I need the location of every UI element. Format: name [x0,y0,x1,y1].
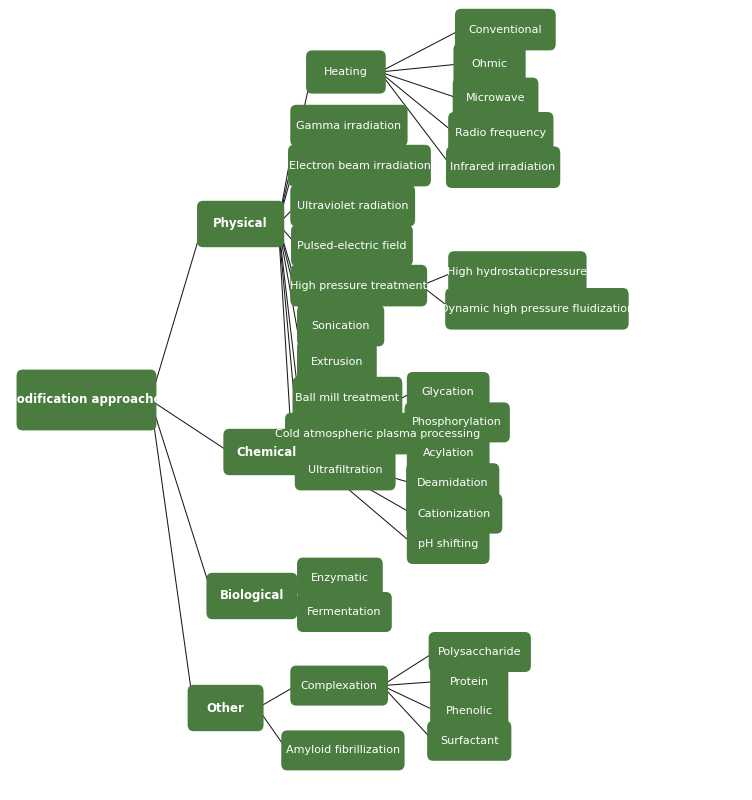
FancyBboxPatch shape [455,9,556,50]
FancyBboxPatch shape [407,372,490,412]
FancyBboxPatch shape [293,377,402,418]
Text: Conventional: Conventional [468,25,542,34]
Text: Phosphorylation: Phosphorylation [412,418,502,427]
Text: Deamidation: Deamidation [417,478,489,488]
FancyBboxPatch shape [197,201,284,247]
FancyBboxPatch shape [297,558,383,598]
FancyBboxPatch shape [206,573,297,619]
Text: Heating: Heating [324,67,368,77]
Text: Physical: Physical [214,218,268,230]
Text: Phenolic: Phenolic [446,706,493,716]
Text: Modification approaches: Modification approaches [5,394,168,406]
FancyBboxPatch shape [407,433,490,473]
Text: Gamma irradiation: Gamma irradiation [296,121,402,130]
FancyBboxPatch shape [430,691,508,731]
FancyBboxPatch shape [288,145,431,186]
Text: pH shifting: pH shifting [418,539,478,549]
FancyBboxPatch shape [290,105,408,146]
Text: Protein: Protein [450,677,489,686]
FancyBboxPatch shape [281,730,405,770]
Text: Fermentation: Fermentation [307,607,382,617]
FancyBboxPatch shape [285,413,470,454]
FancyBboxPatch shape [306,50,386,94]
Text: Acylation: Acylation [423,448,474,458]
Text: Ultrafiltration: Ultrafiltration [308,465,383,474]
Text: Cold atmospheric plasma processing: Cold atmospheric plasma processing [275,429,480,438]
Text: Extrusion: Extrusion [311,357,363,366]
Text: Ball mill treatment: Ball mill treatment [296,393,399,402]
Text: Biological: Biological [220,590,284,602]
FancyBboxPatch shape [430,662,508,702]
FancyBboxPatch shape [290,185,415,226]
FancyBboxPatch shape [453,78,538,119]
Text: Other: Other [207,702,244,714]
Text: Polysaccharide: Polysaccharide [438,647,522,657]
FancyBboxPatch shape [407,524,490,564]
FancyBboxPatch shape [453,43,526,85]
FancyBboxPatch shape [448,112,553,154]
Text: Infrared irradiation: Infrared irradiation [450,162,556,172]
FancyBboxPatch shape [297,305,384,346]
FancyBboxPatch shape [405,402,510,442]
FancyBboxPatch shape [223,429,311,475]
Text: Chemical: Chemical [237,446,297,458]
FancyBboxPatch shape [17,370,156,430]
Text: Surfactant: Surfactant [440,736,499,746]
FancyBboxPatch shape [406,494,502,534]
Text: Radio frequency: Radio frequency [455,128,547,138]
FancyBboxPatch shape [297,341,377,382]
Text: Complexation: Complexation [301,681,378,690]
FancyBboxPatch shape [188,685,264,731]
Text: Cationization: Cationization [417,509,491,518]
FancyBboxPatch shape [290,666,388,706]
Text: Ohmic: Ohmic [472,59,508,69]
FancyBboxPatch shape [429,632,531,672]
Text: Enzymatic: Enzymatic [311,573,369,582]
FancyBboxPatch shape [290,265,427,306]
FancyBboxPatch shape [295,449,396,490]
FancyBboxPatch shape [406,463,499,503]
Text: High pressure treatment: High pressure treatment [290,281,427,290]
Text: High hydrostaticpressure: High hydrostaticpressure [447,267,587,277]
Text: Microwave: Microwave [465,94,526,103]
FancyBboxPatch shape [445,288,629,330]
Text: Ultraviolet radiation: Ultraviolet radiation [297,201,408,210]
Text: Sonication: Sonication [311,321,370,330]
FancyBboxPatch shape [291,225,413,266]
Text: Dynamic high pressure fluidization: Dynamic high pressure fluidization [440,304,634,314]
FancyBboxPatch shape [427,721,511,761]
FancyBboxPatch shape [446,146,560,188]
Text: Amyloid fibrillization: Amyloid fibrillization [286,746,400,755]
Text: Glycation: Glycation [422,387,475,397]
FancyBboxPatch shape [448,251,587,293]
Text: Pulsed-electric field: Pulsed-electric field [297,241,407,250]
Text: Electron beam irradiation: Electron beam irradiation [289,161,430,170]
FancyBboxPatch shape [297,592,392,632]
